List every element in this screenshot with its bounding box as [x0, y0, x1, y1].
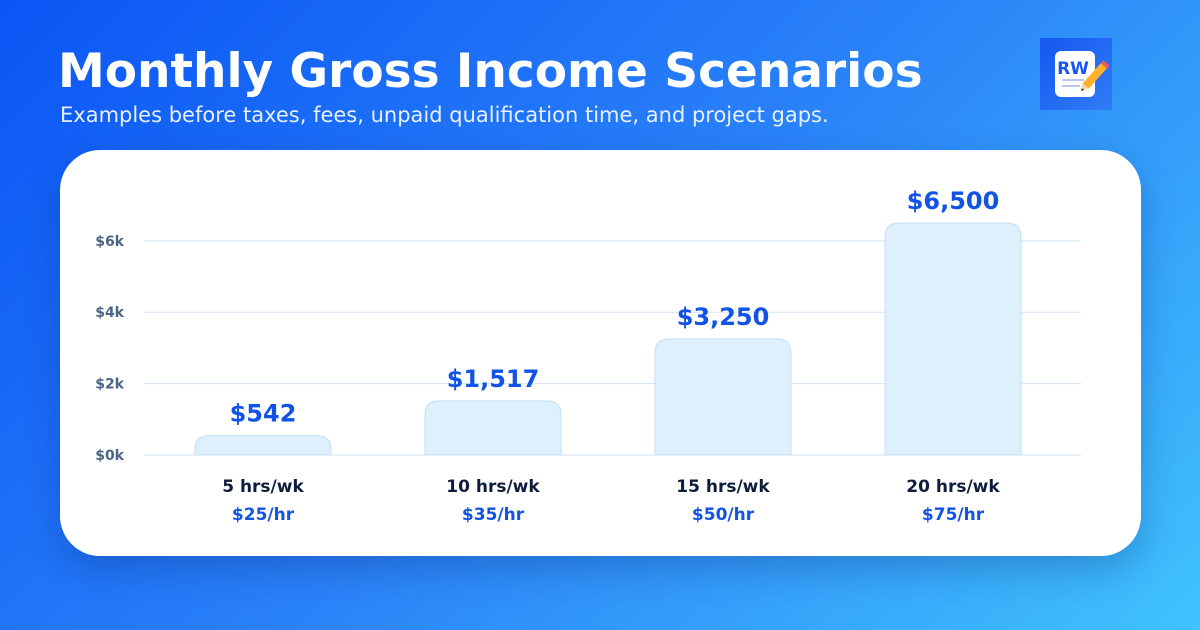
- y-tick-label: $6k: [95, 234, 124, 250]
- bar: [884, 222, 1022, 456]
- category-label: 5 hrs/wk: [222, 477, 304, 497]
- bar: [424, 400, 562, 456]
- category-label: 20 hrs/wk: [906, 477, 1000, 497]
- category-label: 10 hrs/wk: [446, 477, 540, 497]
- y-tick-label: $0k: [95, 448, 124, 464]
- data-label: $542: [230, 400, 297, 428]
- brand-logo: RW: [1040, 38, 1112, 110]
- page-title: Monthly Gross Income Scenarios: [58, 44, 923, 99]
- data-label: $3,250: [677, 303, 770, 331]
- bar: [654, 338, 792, 456]
- category-rate-label: $35/hr: [462, 505, 525, 525]
- bar-chart: $0k $2k $4k $6k $542 5 hrs/wk $25/hr $1,517 10 h…: [95, 187, 1081, 525]
- y-tick-label: $4k: [95, 305, 124, 321]
- category-rate-label: $25/hr: [232, 505, 295, 525]
- logo-text: RW: [1057, 59, 1089, 79]
- chart-card: $0k $2k $4k $6k $542 5 hrs/wk $25/hr $1,517 10 h…: [60, 150, 1141, 556]
- bars: [194, 222, 1022, 456]
- bar: [194, 435, 332, 456]
- category-rate-label: $50/hr: [692, 505, 755, 525]
- page-subtitle: Examples before taxes, fees, unpaid qual…: [60, 103, 829, 127]
- document-pencil-icon: RW: [1055, 51, 1110, 97]
- y-tick-label: $2k: [95, 377, 124, 393]
- category-rate-label: $75/hr: [922, 505, 985, 525]
- category-label: 15 hrs/wk: [676, 477, 770, 497]
- data-label: $1,517: [447, 365, 540, 393]
- data-label: $6,500: [907, 187, 1000, 215]
- labels: $0k $2k $4k $6k $542 5 hrs/wk $25/hr $1,517 10 h…: [95, 187, 1000, 525]
